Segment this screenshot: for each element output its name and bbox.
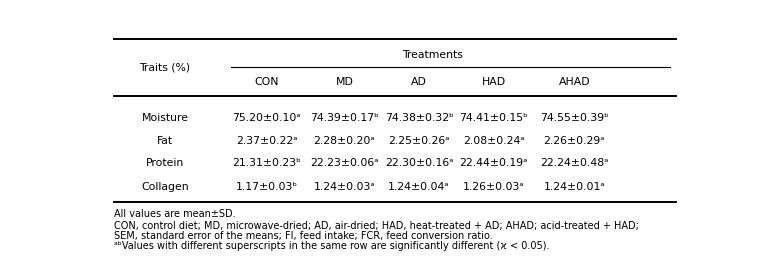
Text: SEM, standard error of the means; FI, feed intake; FCR, feed conversion ratio.: SEM, standard error of the means; FI, fe… [114,231,493,241]
Text: 21.31±0.23ᵇ: 21.31±0.23ᵇ [232,158,301,169]
Text: 2.08±0.24ᵃ: 2.08±0.24ᵃ [463,136,524,146]
Text: 2.37±0.22ᵃ: 2.37±0.22ᵃ [236,136,298,146]
Text: 1.24±0.04ᵃ: 1.24±0.04ᵃ [389,182,449,192]
Text: HAD: HAD [482,77,506,87]
Text: Collagen: Collagen [141,182,189,192]
Text: 22.44±0.19ᵃ: 22.44±0.19ᵃ [460,158,528,169]
Text: 1.17±0.03ᵇ: 1.17±0.03ᵇ [236,182,298,192]
Text: CON: CON [254,77,279,87]
Text: 22.30±0.16ᵃ: 22.30±0.16ᵃ [385,158,453,169]
Text: Protein: Protein [146,158,184,169]
Text: Traits (%): Traits (%) [140,62,190,72]
Text: 1.26±0.03ᵃ: 1.26±0.03ᵃ [463,182,524,192]
Text: Moisture: Moisture [142,113,189,123]
Text: 2.28±0.20ᵃ: 2.28±0.20ᵃ [314,136,375,146]
Text: All values are mean±SD.: All values are mean±SD. [114,209,236,219]
Text: AD: AD [411,77,427,87]
Text: AHAD: AHAD [558,77,591,87]
Text: 74.41±0.15ᵇ: 74.41±0.15ᵇ [460,113,528,123]
Text: 74.38±0.32ᵇ: 74.38±0.32ᵇ [385,113,453,123]
Text: Treatments: Treatments [402,50,463,60]
Text: 2.26±0.29ᵃ: 2.26±0.29ᵃ [544,136,605,146]
Text: 22.23±0.06ᵃ: 22.23±0.06ᵃ [310,158,379,169]
Text: 74.39±0.17ᵇ: 74.39±0.17ᵇ [310,113,379,123]
Text: 2.25±0.26ᵃ: 2.25±0.26ᵃ [389,136,449,146]
Text: MD: MD [335,77,353,87]
Text: Fat: Fat [157,136,173,146]
Text: 74.55±0.39ᵇ: 74.55±0.39ᵇ [540,113,609,123]
Text: 75.20±0.10ᵃ: 75.20±0.10ᵃ [232,113,301,123]
Text: 22.24±0.48ᵃ: 22.24±0.48ᵃ [540,158,608,169]
Text: ᵃᵇValues with different superscripts in the same row are significantly different: ᵃᵇValues with different superscripts in … [114,241,550,251]
Text: 1.24±0.01ᵃ: 1.24±0.01ᵃ [544,182,605,192]
Text: CON, control diet; MD, microwave-dried; AD, air-dried; HAD, heat-treated + AD; A: CON, control diet; MD, microwave-dried; … [114,221,639,231]
Text: 1.24±0.03ᵃ: 1.24±0.03ᵃ [314,182,375,192]
